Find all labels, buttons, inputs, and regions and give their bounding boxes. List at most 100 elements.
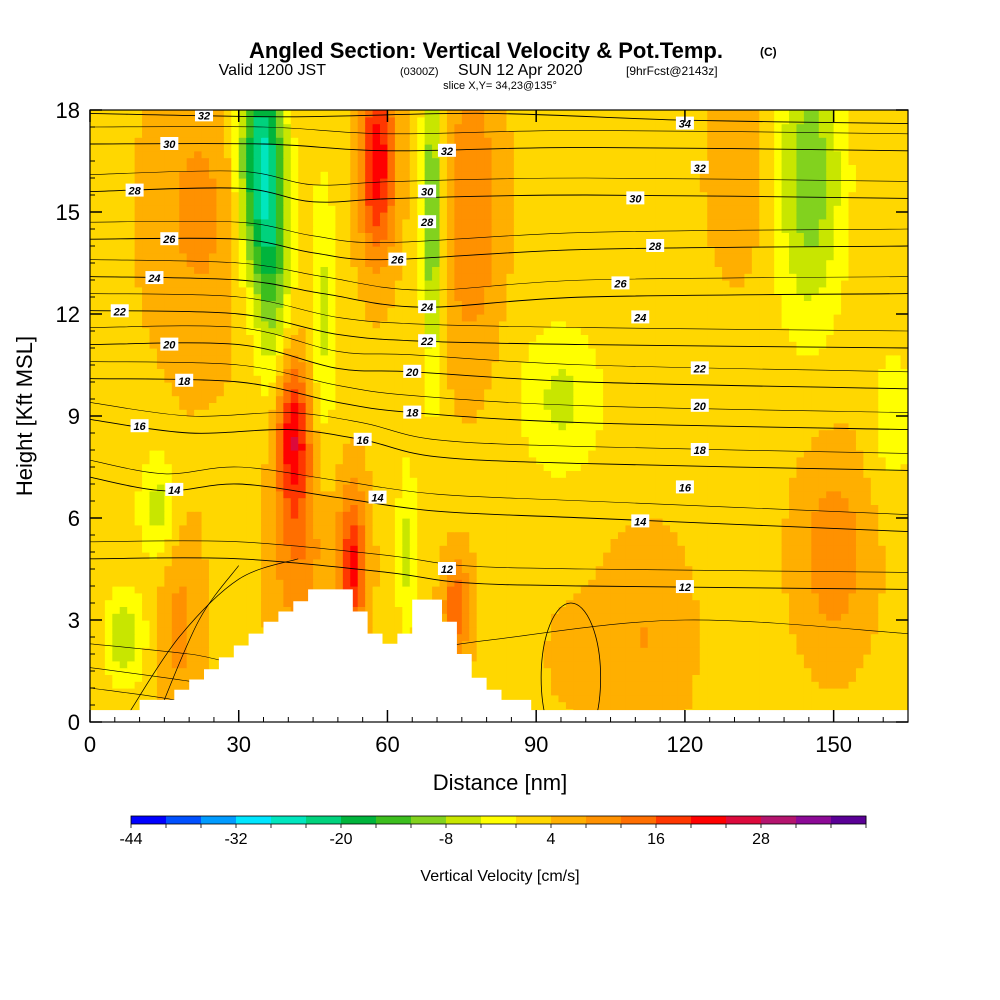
field-cell	[335, 524, 344, 533]
field-cell	[491, 538, 500, 546]
field-cell	[424, 579, 433, 587]
field-cell	[506, 620, 515, 628]
field-cell	[246, 497, 255, 505]
field-cell	[119, 504, 128, 512]
field-cell	[803, 538, 812, 546]
field-cell	[796, 504, 805, 512]
field-cell	[238, 490, 247, 499]
field-cell	[90, 545, 99, 553]
field-cell	[677, 538, 686, 546]
field-cell	[774, 654, 783, 662]
field-cell	[305, 416, 314, 424]
field-cell	[818, 647, 827, 655]
field-cell	[677, 416, 686, 424]
field-cell	[469, 450, 478, 458]
field-cell	[112, 518, 121, 526]
field-cell	[387, 511, 396, 519]
field-cell	[863, 681, 872, 689]
field-cell	[647, 592, 656, 601]
field-cell	[848, 490, 857, 499]
field-cell	[499, 538, 508, 546]
field-cell	[365, 422, 374, 431]
field-cell	[759, 599, 768, 607]
field-cell	[417, 565, 426, 573]
field-cell	[491, 640, 500, 648]
field-cell	[900, 545, 908, 553]
field-cell	[893, 511, 902, 519]
field-cell	[409, 531, 418, 539]
field-cell	[528, 640, 537, 648]
field-cell	[796, 640, 805, 648]
field-cell	[893, 660, 902, 669]
field-cell	[900, 681, 908, 689]
field-cell	[142, 599, 151, 607]
field-cell	[97, 647, 106, 655]
field-cell	[766, 450, 775, 458]
field-cell	[97, 436, 106, 444]
field-cell	[521, 647, 530, 655]
field-cell	[595, 599, 604, 607]
field-cell	[142, 497, 151, 505]
field-cell	[380, 586, 389, 594]
field-cell	[714, 640, 723, 648]
field-cell	[766, 592, 775, 601]
field-cell	[119, 456, 128, 465]
field-cell	[893, 654, 902, 662]
field-cell	[238, 477, 247, 485]
field-cell	[855, 490, 864, 499]
field-cell	[342, 545, 351, 553]
field-cell	[536, 701, 545, 709]
field-cell	[647, 552, 656, 560]
field-cell	[156, 565, 165, 573]
field-cell	[677, 701, 686, 709]
field-cell	[469, 463, 478, 471]
field-cell	[484, 572, 493, 580]
field-cell	[164, 409, 173, 417]
field-cell	[439, 599, 448, 607]
field-cell	[246, 484, 255, 492]
field-cell	[841, 681, 850, 689]
field-cell	[275, 606, 284, 614]
field-cell	[736, 640, 745, 648]
field-cell	[551, 436, 560, 444]
field-cell	[223, 558, 232, 567]
field-cell	[394, 599, 403, 607]
field-cell	[387, 538, 396, 546]
field-cell	[528, 626, 537, 635]
field-cell	[588, 572, 597, 580]
field-cell	[179, 477, 188, 485]
field-cell	[186, 660, 195, 669]
field-cell	[811, 613, 820, 621]
field-cell	[231, 450, 240, 458]
field-cell	[878, 436, 887, 444]
field-cell	[543, 531, 552, 539]
field-cell	[848, 633, 857, 641]
field-cell	[803, 470, 812, 478]
field-cell	[684, 436, 693, 444]
field-cell	[231, 409, 240, 417]
field-cell	[350, 497, 359, 505]
field-cell	[164, 565, 173, 573]
field-cell	[558, 640, 567, 648]
field-cell	[104, 688, 113, 696]
field-cell	[179, 538, 188, 546]
field-cell	[714, 429, 723, 437]
field-cell	[387, 450, 396, 458]
field-cell	[818, 620, 827, 628]
field-cell	[246, 470, 255, 478]
field-cell	[610, 620, 619, 628]
field-cell	[796, 416, 805, 424]
field-cell	[640, 681, 649, 689]
field-cell	[811, 654, 820, 662]
field-cell	[863, 470, 872, 478]
field-cell	[290, 511, 299, 519]
field-cell	[97, 552, 106, 560]
field-cell	[342, 518, 351, 526]
field-cell	[551, 654, 560, 662]
field-cell	[320, 538, 329, 546]
field-cell	[610, 416, 619, 424]
field-cell	[521, 436, 530, 444]
field-cell	[729, 511, 738, 519]
field-cell	[104, 456, 113, 465]
field-cell	[900, 620, 908, 628]
